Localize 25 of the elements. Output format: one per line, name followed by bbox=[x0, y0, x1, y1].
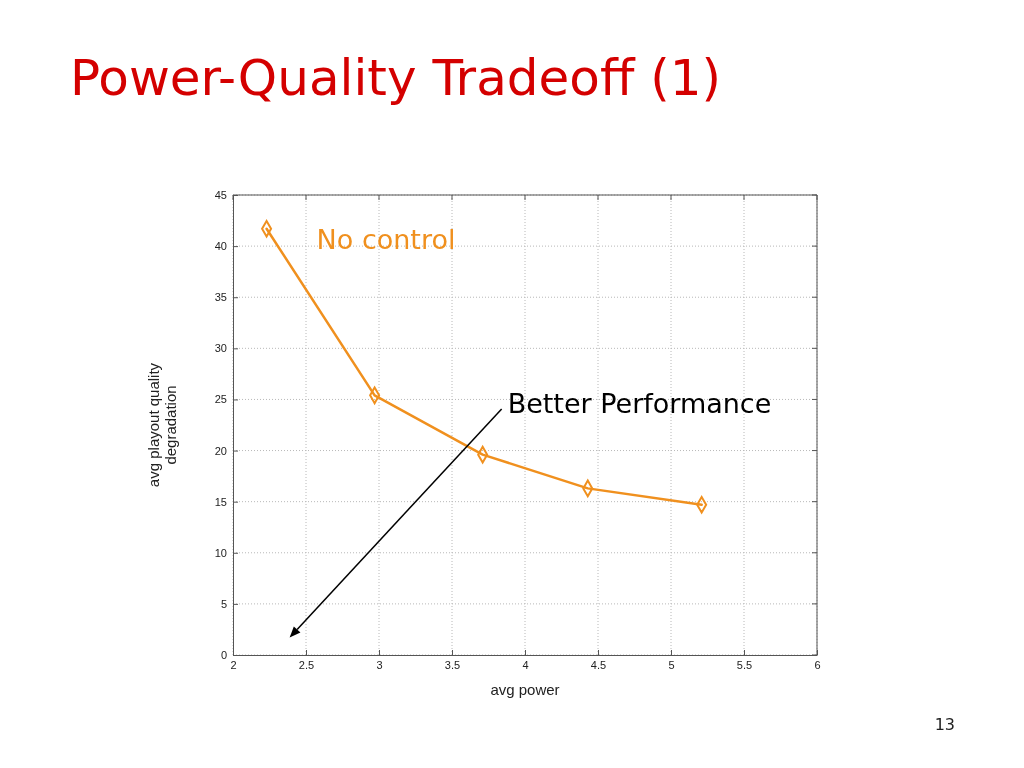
y-tick-label: 30 bbox=[214, 342, 227, 355]
text: 13 bbox=[934, 715, 955, 734]
x-tick-label: 5 bbox=[668, 658, 675, 671]
x-tick-label: 4 bbox=[522, 658, 529, 671]
x-tick-label: 3 bbox=[376, 658, 383, 671]
y-axis-title: avg playout quality degradation bbox=[144, 362, 179, 488]
chart-title: Power-Quality Tradeoff (1) bbox=[70, 49, 722, 107]
y-tick-label: 25 bbox=[214, 393, 227, 406]
annotation: Better Performance bbox=[507, 387, 772, 419]
x-tick-label: 2.5 bbox=[298, 658, 315, 671]
y-tick-label: 5 bbox=[220, 597, 227, 610]
x-tick-label: 3.5 bbox=[444, 658, 461, 671]
x-tick-label: 5.5 bbox=[736, 658, 753, 671]
x-axis-title: avg power bbox=[490, 681, 560, 698]
x-tick-label: 6 bbox=[814, 658, 821, 671]
y-tick-label: 45 bbox=[214, 189, 227, 202]
x-tick-label: 2 bbox=[230, 658, 237, 671]
y-tick-label: 10 bbox=[214, 546, 227, 559]
y-tick-label: 0 bbox=[220, 649, 227, 662]
y-tick-label: 35 bbox=[214, 291, 227, 304]
y-tick-label: 40 bbox=[214, 240, 227, 253]
series-label: No control bbox=[316, 223, 456, 255]
y-tick-label: 15 bbox=[214, 495, 227, 508]
y-tick-label: 20 bbox=[214, 444, 227, 457]
x-tick-label: 4.5 bbox=[590, 658, 607, 671]
